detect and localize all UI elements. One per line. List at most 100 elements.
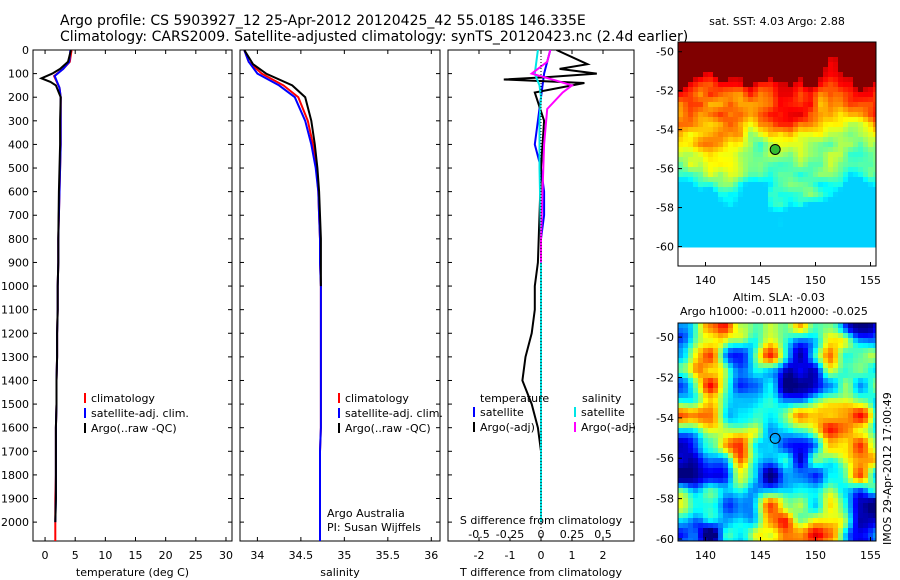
map-cell bbox=[758, 393, 764, 399]
map-cell bbox=[833, 433, 839, 439]
map-cell bbox=[678, 353, 684, 359]
map-cell bbox=[723, 82, 729, 88]
map-cell bbox=[828, 47, 834, 53]
map-cell bbox=[733, 353, 739, 359]
map-cell bbox=[808, 217, 814, 223]
map-cell bbox=[858, 72, 864, 78]
map-y-tick-label: -54 bbox=[656, 124, 674, 137]
map-cell bbox=[798, 237, 804, 243]
map-cell bbox=[698, 358, 704, 364]
map-cell bbox=[698, 393, 704, 399]
map-cell bbox=[678, 518, 684, 524]
map-cell bbox=[678, 373, 684, 379]
map-cell bbox=[863, 448, 869, 454]
map-cell bbox=[823, 438, 829, 444]
map-cell bbox=[748, 57, 754, 63]
map-cell bbox=[773, 212, 779, 218]
argo-position-marker bbox=[769, 143, 781, 155]
map-cell bbox=[808, 142, 814, 148]
map-cell bbox=[768, 513, 774, 519]
x2-tick-label: 0 bbox=[538, 528, 545, 541]
map-cell bbox=[828, 363, 834, 369]
map-cell bbox=[818, 383, 824, 389]
map-cell bbox=[708, 473, 714, 479]
map-cell bbox=[683, 102, 689, 108]
map-cell bbox=[788, 353, 794, 359]
map-cell bbox=[813, 363, 819, 369]
map-cell bbox=[733, 338, 739, 344]
map-cell bbox=[848, 117, 854, 123]
map-cell bbox=[808, 328, 814, 334]
map-cell bbox=[803, 358, 809, 364]
map-cell bbox=[778, 408, 784, 414]
map-cell bbox=[753, 538, 759, 541]
map-cell bbox=[728, 338, 734, 344]
map-cell bbox=[753, 202, 759, 208]
map-cell bbox=[818, 62, 824, 68]
map-cell bbox=[708, 112, 714, 118]
map-cell bbox=[743, 333, 749, 339]
map-cell bbox=[703, 413, 709, 419]
map-cell bbox=[853, 112, 859, 118]
map-cell bbox=[718, 152, 724, 158]
map-cell bbox=[793, 117, 799, 123]
map-cell bbox=[808, 107, 814, 113]
map-cell bbox=[788, 77, 794, 83]
map-cell bbox=[713, 443, 719, 449]
map-cell bbox=[723, 323, 729, 329]
y-tick-label: 700 bbox=[8, 209, 29, 222]
map-cell bbox=[798, 132, 804, 138]
map-cell bbox=[863, 152, 869, 158]
map-cell bbox=[873, 132, 876, 138]
map-cell bbox=[858, 503, 864, 509]
map-cell bbox=[853, 503, 859, 509]
map-cell bbox=[723, 147, 729, 153]
map-cell bbox=[868, 102, 874, 108]
map-cell bbox=[703, 478, 709, 484]
map-cell bbox=[743, 423, 749, 429]
map-cell bbox=[713, 147, 719, 153]
map-cell bbox=[783, 152, 789, 158]
map-cell bbox=[708, 152, 714, 158]
map-cell bbox=[733, 187, 739, 193]
map-cell bbox=[788, 42, 794, 48]
map-cell bbox=[723, 348, 729, 354]
map-cell bbox=[718, 433, 724, 439]
map-cell bbox=[728, 42, 734, 48]
map-cell bbox=[803, 222, 809, 228]
map-cell bbox=[848, 363, 854, 369]
map-cell bbox=[753, 207, 759, 213]
map-cell bbox=[848, 428, 854, 434]
map-cell bbox=[713, 232, 719, 238]
map-cell bbox=[833, 488, 839, 494]
map-cell bbox=[768, 152, 774, 158]
map-cell bbox=[748, 538, 754, 541]
map-x-tick-label: 140 bbox=[695, 549, 716, 562]
map-cell bbox=[688, 333, 694, 339]
map-cell bbox=[678, 493, 684, 499]
map-cell bbox=[708, 438, 714, 444]
map-cell bbox=[688, 97, 694, 103]
map-cell bbox=[818, 177, 824, 183]
map-cell bbox=[723, 202, 729, 208]
map-cell bbox=[833, 368, 839, 374]
map-cell bbox=[678, 187, 684, 193]
map-cell bbox=[703, 518, 709, 524]
map-cell bbox=[748, 513, 754, 519]
map-cell bbox=[848, 132, 854, 138]
map-cell bbox=[683, 323, 689, 329]
map-cell bbox=[713, 212, 719, 218]
map-cell bbox=[713, 473, 719, 479]
y-tick-label: 1600 bbox=[1, 422, 29, 435]
map-cell bbox=[848, 418, 854, 424]
map-cell bbox=[728, 518, 734, 524]
map-cell bbox=[773, 87, 779, 93]
map-cell bbox=[798, 453, 804, 459]
map-cell bbox=[763, 513, 769, 519]
map-cell bbox=[763, 393, 769, 399]
map-cell bbox=[808, 72, 814, 78]
x-tick-label: 0 bbox=[538, 549, 545, 562]
map-cell bbox=[743, 127, 749, 133]
map-cell bbox=[843, 192, 849, 198]
map-cell bbox=[798, 212, 804, 218]
